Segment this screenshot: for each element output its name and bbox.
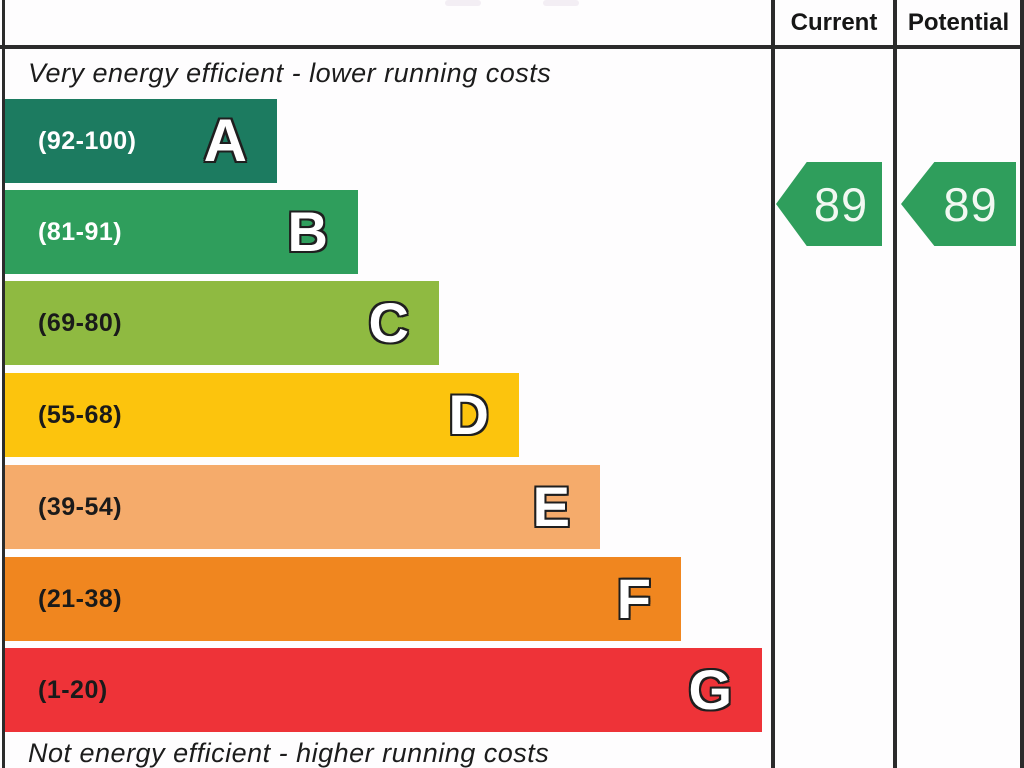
band-e-range: (39-54) (38, 492, 123, 521)
band-f-range: (21-38) (38, 584, 123, 613)
band-a-range: (92-100) (38, 126, 137, 155)
band-c-range: (69-80) (38, 308, 123, 337)
column-header-current: Current (775, 0, 893, 45)
band-d-range: (55-68) (38, 400, 123, 429)
band-c-letter: C (368, 291, 409, 354)
caption-very-efficient: Very energy efficient - lower running co… (28, 58, 552, 88)
band-f-letter: F (616, 567, 651, 630)
current-rating-value: 89 (813, 177, 869, 231)
band-a: (92-100) A (5, 99, 277, 183)
band-g: (1-20) G (5, 648, 762, 732)
table-border-right (1020, 0, 1024, 768)
band-e: (39-54) E (5, 465, 600, 549)
potential-rating-arrow: 89 (901, 162, 1016, 246)
table-border-header-bottom (0, 45, 1024, 49)
column-header-potential: Potential (897, 0, 1020, 45)
column-header-potential-label: Potential (907, 8, 1010, 36)
cropped-title-remnant (543, 0, 579, 6)
band-f: (21-38) F (5, 557, 681, 641)
band-d: (55-68) D (5, 373, 519, 457)
cropped-title-remnant (445, 0, 481, 6)
potential-rating-value: 89 (943, 177, 998, 231)
caption-not-efficient: Not energy efficient - higher running co… (28, 738, 550, 768)
band-d-letter: D (448, 383, 489, 446)
table-border-current-left (771, 0, 775, 768)
band-b: (81-91) B (5, 190, 358, 274)
column-header-current-label: Current (790, 8, 878, 36)
table-border-left (2, 0, 5, 768)
band-e-letter: E (532, 475, 570, 538)
band-c: (69-80) C (5, 281, 439, 365)
band-b-range: (81-91) (38, 217, 123, 246)
current-rating-arrow: 89 (776, 162, 882, 246)
band-a-letter: A (203, 107, 247, 174)
band-b-letter: B (287, 200, 328, 263)
band-g-letter: G (688, 658, 732, 721)
band-g-range: (1-20) (38, 675, 108, 704)
table-border-potential-left (893, 0, 897, 768)
